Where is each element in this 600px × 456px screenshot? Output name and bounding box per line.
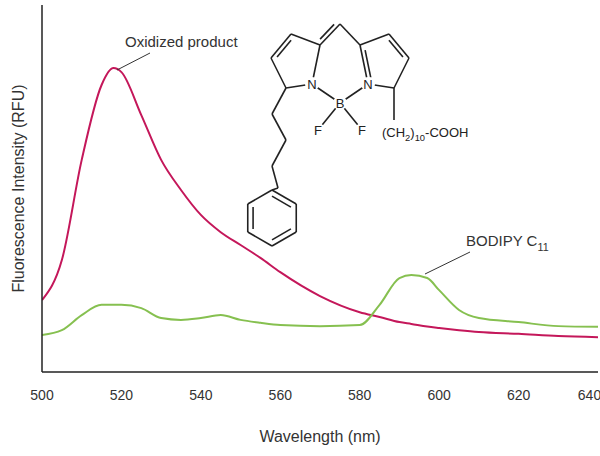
svg-text:(CH2)10-COOH: (CH2)10-COOH xyxy=(382,125,468,143)
svg-text:560: 560 xyxy=(269,387,293,403)
svg-text:F: F xyxy=(358,123,366,138)
svg-text:Fluorescence Intensity (RFU): Fluorescence Intensity (RFU) xyxy=(10,84,27,292)
svg-text:B: B xyxy=(336,96,345,111)
svg-text:540: 540 xyxy=(189,387,213,403)
svg-text:BODIPY C11: BODIPY C11 xyxy=(466,232,549,253)
svg-text:580: 580 xyxy=(348,387,372,403)
svg-text:500: 500 xyxy=(30,387,54,403)
svg-text:N: N xyxy=(363,77,372,92)
svg-text:F: F xyxy=(314,123,322,138)
svg-text:600: 600 xyxy=(427,387,451,403)
svg-text:640: 640 xyxy=(578,387,592,403)
svg-text:Wavelength (nm): Wavelength (nm) xyxy=(259,428,380,445)
svg-text:520: 520 xyxy=(110,387,134,403)
svg-text:620: 620 xyxy=(507,387,531,403)
svg-text:N: N xyxy=(307,77,316,92)
svg-text:Oxidized product: Oxidized product xyxy=(125,33,238,50)
